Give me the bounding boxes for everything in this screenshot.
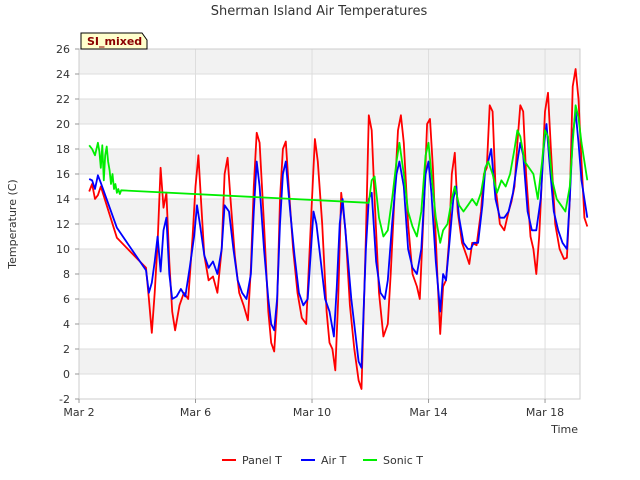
y-tick-label: 22 (56, 93, 70, 106)
y-tick-label: 2 (63, 343, 70, 356)
y-axis-label: Temperature (C) (6, 179, 19, 269)
plot-band (79, 49, 580, 74)
y-tick-label: 24 (56, 68, 70, 81)
y-tick-label: 4 (63, 318, 70, 331)
plot-band (79, 274, 580, 299)
air-t-line (88, 110, 589, 369)
x-tick-label: Mar 6 (180, 406, 211, 419)
x-tick-label: Mar 2 (63, 406, 94, 419)
legend: Panel T Air T Sonic T (222, 454, 423, 467)
y-tick-label: 20 (56, 118, 70, 131)
x-axis-ticks: Mar 2 Mar 6 Mar 10 Mar 14 Mar 18 (63, 399, 564, 419)
panel-t-line (88, 68, 589, 390)
plot-band (79, 124, 580, 149)
plot-band (79, 149, 580, 174)
y-tick-label: 10 (56, 243, 70, 256)
panel-t-legend-label: Panel T (242, 454, 282, 467)
y-tick-label: 8 (63, 268, 70, 281)
x-tick-label: Mar 14 (409, 406, 447, 419)
y-tick-label: 14 (56, 193, 70, 206)
site-badge: SI_mixed (80, 32, 148, 50)
y-tick-label: 12 (56, 218, 70, 231)
y-tick-label: -2 (59, 393, 70, 406)
plot-band (79, 349, 580, 374)
x-axis-label: Time (550, 423, 578, 436)
y-tick-label: 6 (63, 293, 70, 306)
plot-band (79, 99, 580, 124)
chart-title: Sherman Island Air Temperatures (211, 4, 428, 19)
plot-band (79, 199, 580, 224)
y-tick-label: 0 (63, 368, 70, 381)
plot-band (79, 74, 580, 99)
site-badge-label: SI_mixed (87, 35, 142, 48)
series-lines (88, 68, 589, 390)
plot-band (79, 374, 580, 399)
x-tick-label: Mar 18 (526, 406, 564, 419)
y-tick-label: 16 (56, 168, 70, 181)
y-tick-label: 18 (56, 143, 70, 156)
sonic-t-legend-label: Sonic T (383, 454, 423, 467)
sonic-t-line (88, 104, 589, 244)
y-tick-label: 26 (56, 43, 70, 56)
x-tick-label: Mar 10 (293, 406, 331, 419)
air-t-legend-label: Air T (321, 454, 347, 467)
